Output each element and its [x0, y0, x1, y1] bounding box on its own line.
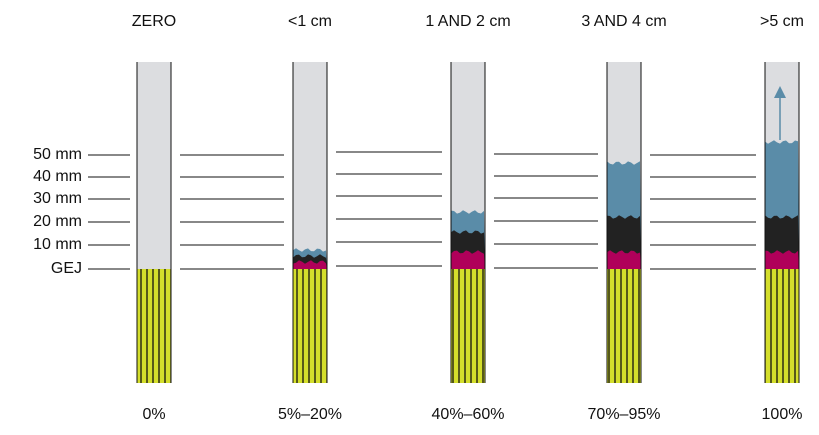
column-percent: 5%–20% [278, 406, 342, 423]
column-label: 3 AND 4 cm [581, 13, 666, 30]
scale-label: 40 mm [33, 168, 82, 185]
stomach [765, 269, 799, 383]
scale-label: 10 mm [33, 236, 82, 253]
column-percent: 70%–95% [588, 406, 661, 423]
scale-label: 30 mm [33, 190, 82, 207]
mucosa-layer [607, 250, 641, 269]
scale-label: GEJ [51, 260, 82, 277]
column-label: ZERO [132, 13, 176, 30]
column-label: >5 cm [760, 13, 804, 30]
content: 50 mm 40 mm 30 mm 20 mm 10 mm GEJ ZERO 0% <1 cm 5… [33, 13, 804, 423]
scale-label: 20 mm [33, 213, 82, 230]
column-percent: 100% [762, 406, 803, 423]
scale-label: 50 mm [33, 146, 82, 163]
column-percent: 0% [142, 406, 165, 423]
stomach [137, 269, 171, 383]
esophagus [137, 62, 171, 269]
column-percent: 40%–60% [432, 406, 505, 423]
mucosa-layer [451, 250, 485, 269]
mucosa-layer [293, 260, 327, 269]
stomach [451, 269, 485, 383]
stomach [293, 269, 327, 383]
diagram: 50 mm 40 mm 30 mm 20 mm 10 mm GEJ ZERO 0% <1 cm 5… [0, 0, 819, 435]
column-label: <1 cm [288, 13, 332, 30]
stomach [607, 269, 641, 383]
esophagus [293, 62, 327, 269]
column-label: 1 AND 2 cm [425, 13, 510, 30]
